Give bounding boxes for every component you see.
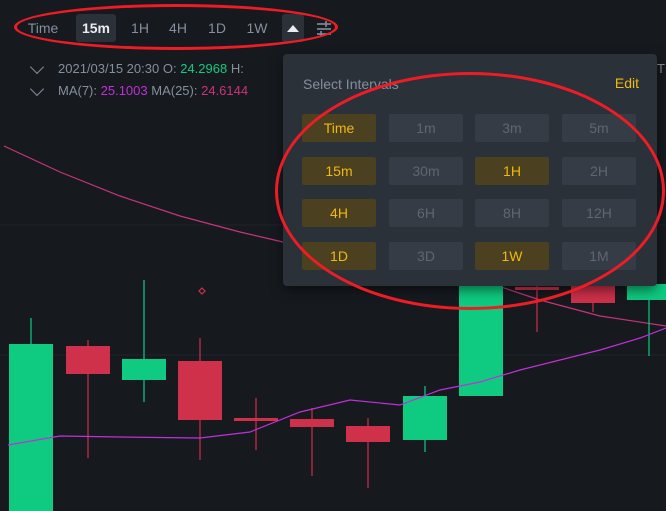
interval-option-4h[interactable]: 4H — [302, 199, 376, 227]
interval-option-5m[interactable]: 5m — [562, 114, 636, 142]
interval-option-12h[interactable]: 12H — [562, 199, 636, 227]
interval-4h-button[interactable]: 4H — [169, 20, 187, 36]
ma7-value: 25.1003 — [100, 83, 148, 98]
open-value: 24.2968 — [180, 61, 228, 76]
ma25-value: 24.6144 — [201, 83, 249, 98]
candle-date: 2021/03/15 20:30 — [58, 61, 160, 76]
interval-option-8h[interactable]: 8H — [475, 199, 549, 227]
edit-button[interactable]: Edit — [614, 75, 639, 91]
interval-1w-button[interactable]: 1W — [246, 20, 268, 36]
interval-1h-button[interactable]: 1H — [131, 20, 149, 36]
interval-option-1m[interactable]: 1m — [389, 114, 463, 142]
interval-option-1d[interactable]: 1D — [302, 242, 376, 270]
candle-body — [571, 285, 615, 303]
chevron-down-icon[interactable] — [29, 59, 45, 75]
candle-body — [515, 287, 559, 290]
ohlc-trailing-text: T — [657, 61, 665, 76]
candle-body — [403, 396, 447, 440]
ohlc-info-row: 2021/03/15 20:30 O: 24.2968 H: — [29, 59, 244, 76]
ma7-label: MA(7): — [58, 83, 97, 98]
interval-option-1w[interactable]: 1W — [475, 242, 549, 270]
settings-sliders-icon[interactable] — [313, 14, 335, 42]
candle-body — [627, 284, 666, 300]
ma25-label: MA(25): — [151, 83, 198, 98]
ma-info-row: MA(7): 25.1003 MA(25): 24.6144 — [29, 81, 249, 98]
interval-option-1h[interactable]: 1H — [475, 157, 549, 185]
interval-option-1m[interactable]: 1M — [562, 242, 636, 270]
candle-body — [122, 359, 166, 380]
interval-option-3m[interactable]: 3m — [475, 114, 549, 142]
interval-option-15m[interactable]: 15m — [302, 157, 376, 185]
panel-title: Select Intervals — [303, 76, 399, 92]
interval-toolbar: Time 15m 1H 4H 1D 1W — [0, 0, 666, 54]
interval-option-6h[interactable]: 6H — [389, 199, 463, 227]
interval-15m-button[interactable]: 15m — [76, 14, 116, 42]
triangle-up-icon[interactable] — [282, 14, 304, 42]
price-marker — [198, 287, 206, 295]
candle-body — [290, 419, 334, 427]
interval-option-time[interactable]: Time — [302, 114, 376, 142]
candle-body — [346, 426, 390, 442]
open-label: O: — [162, 61, 177, 76]
interval-1d-button[interactable]: 1D — [208, 20, 226, 36]
interval-time-button[interactable]: Time — [27, 20, 59, 36]
interval-option-3d[interactable]: 3D — [389, 242, 463, 270]
interval-option-30m[interactable]: 30m — [389, 157, 463, 185]
high-label: H: — [230, 61, 244, 76]
candle-body — [459, 286, 503, 396]
candle-body — [178, 361, 222, 420]
chevron-down-icon[interactable] — [29, 81, 45, 97]
ma7-line — [7, 327, 666, 446]
candle-body — [66, 346, 110, 374]
select-intervals-panel: Select Intervals Edit Time 1m 3m 5m 15m 30m 1H… — [283, 54, 657, 286]
interval-option-2h[interactable]: 2H — [562, 157, 636, 185]
candle-body — [9, 344, 53, 511]
